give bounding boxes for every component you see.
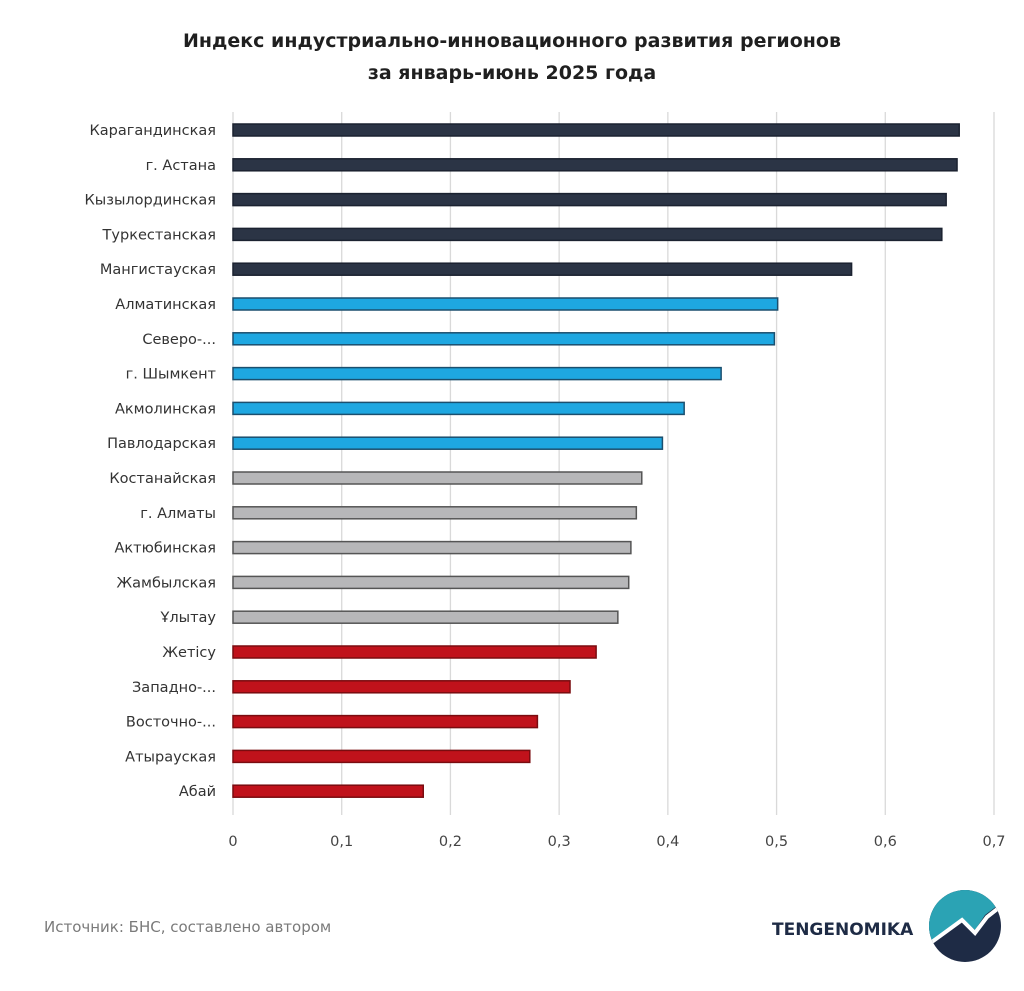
bar-13 [232, 540, 632, 555]
bar-6 [232, 297, 779, 311]
bar-18 [232, 714, 539, 729]
category-label: Атырауская [125, 749, 216, 765]
bar-19 [232, 749, 531, 764]
bar-1 [232, 123, 960, 137]
bar-16 [232, 645, 597, 659]
bar-10 [232, 436, 664, 450]
category-label: Туркестанская [102, 227, 216, 243]
category-label: г. Алматы [140, 506, 216, 522]
bar-12 [232, 506, 638, 520]
category-label: Кызылординская [84, 193, 216, 209]
bar-4 [232, 227, 943, 242]
x-tick-label: 0,7 [982, 834, 1005, 850]
chart-title-line-1: Индекс индустриально-инновационного разв… [183, 30, 841, 52]
bar-5 [232, 262, 853, 276]
x-tick-label: 0,6 [874, 834, 897, 850]
bar-7 [232, 332, 776, 346]
chart-title-line-2: за январь-июнь 2025 года [368, 62, 656, 84]
category-label: Ұлытау [160, 610, 217, 626]
bar-14 [232, 575, 630, 590]
bar-3 [232, 192, 947, 207]
category-label: Северо-... [142, 332, 216, 348]
category-label: Алматинская [115, 297, 216, 313]
category-label: Восточно-... [126, 715, 216, 731]
bar-15 [232, 610, 619, 624]
bar-11 [232, 471, 643, 485]
category-label: г. Шымкент [126, 367, 217, 383]
bar-2 [232, 158, 958, 172]
bar-8 [232, 366, 722, 381]
category-label: Актюбинская [114, 541, 216, 557]
category-label: Павлодарская [107, 436, 216, 452]
x-tick-label: 0,1 [330, 834, 353, 850]
category-label: Мангистауская [100, 262, 216, 278]
bar-20 [232, 784, 424, 798]
x-tick-label: 0,3 [548, 834, 571, 850]
tengenomika-logo-icon [929, 890, 1001, 962]
x-tick-label: 0 [228, 834, 237, 850]
category-label: Западно-... [132, 680, 216, 696]
category-label: Абай [179, 784, 216, 800]
brand-name: TENGENOMIKA [772, 920, 914, 940]
bar-9 [232, 401, 685, 416]
category-label: Жетісу [162, 645, 216, 661]
x-tick-label: 0,2 [439, 834, 462, 850]
bar-17 [232, 680, 571, 694]
x-tick-label: 0,5 [765, 834, 788, 850]
category-label: Жамбылская [117, 575, 216, 591]
category-label: г. Астана [146, 158, 216, 174]
source-note: Источник: БНС, составлено автором [44, 918, 331, 936]
x-tick-label: 0,4 [656, 834, 679, 850]
category-label: Костанайская [109, 471, 216, 487]
category-label: Карагандинская [89, 123, 216, 139]
category-label: Акмолинская [115, 401, 216, 417]
